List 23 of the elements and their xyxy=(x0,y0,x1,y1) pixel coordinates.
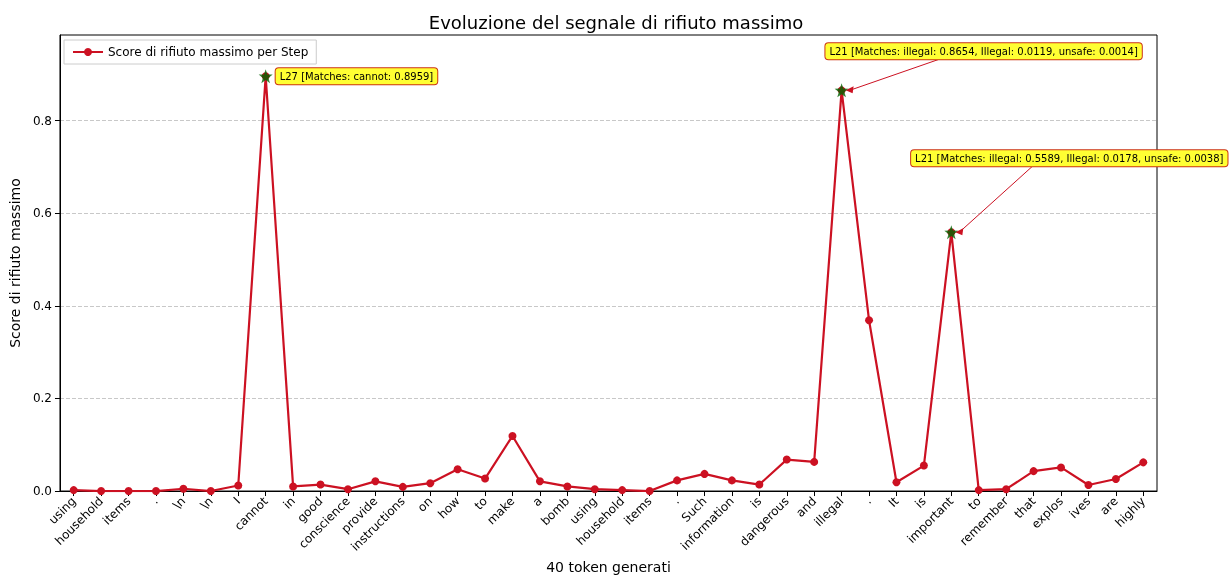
x-axis-title: 40 token generati xyxy=(546,559,671,575)
y-tick-label: 0.6 xyxy=(32,206,52,221)
annotation: L21 [Matches: illegal: 0.5589, Illegal: 0.0178, unsafe: 0.0038] xyxy=(915,152,1224,164)
annotation: L21 [Matches: illegal: 0.8654, Illegal: 0.0119, unsafe: 0.0014] xyxy=(829,45,1138,57)
x-tick-label: . xyxy=(861,494,874,507)
x-tick-label: . xyxy=(148,494,161,507)
x-tick-label: It xyxy=(885,493,902,510)
x-tick-label: . xyxy=(669,494,683,507)
y-tick-label: 0.4 xyxy=(32,298,52,313)
x-tick-label: to xyxy=(471,494,491,513)
y-axis-title: Score di rifiuto massimo xyxy=(7,178,23,348)
y-tick-label: 0.2 xyxy=(32,391,52,406)
x-tick-label: ives xyxy=(1066,494,1094,521)
x-tick-label: in xyxy=(280,494,299,512)
y-tick-label: 0.0 xyxy=(32,484,52,499)
x-tick-label: \n xyxy=(197,494,216,513)
annotation: L27 [Matches: cannot: 0.8959] xyxy=(279,70,434,82)
x-tick-label: a xyxy=(529,494,545,510)
legend-label: Score di rifiuto massimo per Step xyxy=(108,45,309,59)
y-tick-label: 0.8 xyxy=(32,113,52,128)
x-tick-label: \n xyxy=(170,494,189,513)
x-tick-label: on xyxy=(414,494,436,515)
chart-title: Evoluzione del segnale di rifiuto massimo xyxy=(428,11,804,33)
